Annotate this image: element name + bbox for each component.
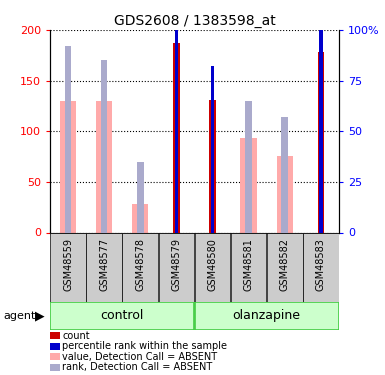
Text: GSM48577: GSM48577 [99, 238, 109, 291]
Title: GDS2608 / 1383598_at: GDS2608 / 1383598_at [114, 13, 275, 28]
Bar [281, 117, 288, 232]
Text: GSM48583: GSM48583 [316, 238, 326, 291]
Text: agent: agent [4, 311, 36, 321]
Text: value, Detection Call = ABSENT: value, Detection Call = ABSENT [62, 352, 218, 362]
Text: olanzapine: olanzapine [233, 309, 301, 322]
Bar [194, 232, 230, 302]
Bar [211, 66, 214, 232]
Text: rank, Detection Call = ABSENT: rank, Detection Call = ABSENT [62, 362, 213, 372]
Bar [194, 302, 339, 330]
Bar [267, 232, 303, 302]
Bar [137, 162, 144, 232]
Bar [173, 43, 180, 232]
Bar [174, 30, 178, 232]
Bar [276, 156, 293, 232]
Bar [132, 204, 148, 232]
Bar [318, 52, 324, 232]
Text: GSM48580: GSM48580 [208, 238, 218, 291]
Bar [122, 232, 158, 302]
Text: GSM48579: GSM48579 [171, 238, 181, 291]
Bar [101, 60, 107, 232]
Bar [65, 46, 71, 232]
Bar [86, 232, 122, 302]
Bar [50, 302, 194, 330]
Bar [319, 30, 323, 232]
Bar [209, 100, 216, 232]
Bar [231, 232, 266, 302]
Bar [159, 232, 194, 302]
Text: GSM48559: GSM48559 [63, 238, 73, 291]
Bar [303, 232, 339, 302]
Bar [50, 232, 86, 302]
Text: count: count [62, 331, 90, 340]
Bar [96, 101, 112, 232]
Bar [241, 138, 257, 232]
Bar [245, 101, 252, 232]
Text: GSM48578: GSM48578 [135, 238, 145, 291]
Bar [60, 101, 76, 232]
Text: control: control [100, 309, 144, 322]
Text: percentile rank within the sample: percentile rank within the sample [62, 341, 228, 351]
Text: GSM48581: GSM48581 [244, 238, 254, 291]
Text: GSM48582: GSM48582 [280, 238, 290, 291]
Text: ▶: ▶ [35, 309, 44, 322]
